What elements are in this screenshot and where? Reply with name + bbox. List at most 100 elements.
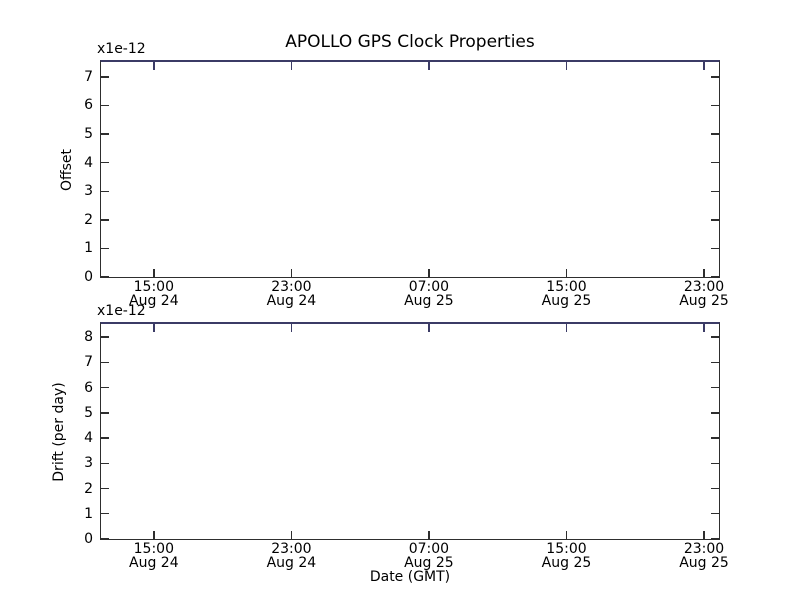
x-tick-date: Aug 25: [404, 555, 454, 571]
y-tick-mark: [101, 104, 109, 107]
x-tick-mark: [428, 324, 430, 332]
x-tick-mark: [565, 269, 568, 277]
x-tick-mark: [703, 531, 705, 539]
y-tick-mark: [101, 513, 109, 515]
y-tick-mark: [101, 386, 109, 389]
y-tick-mark: [711, 219, 719, 221]
y-tick-label: 5: [84, 404, 93, 421]
x-tick-time: 15:00: [546, 279, 587, 295]
y-tick-mark: [101, 276, 109, 278]
x-tick-label: 07:00 Aug 25: [404, 542, 454, 570]
x-tick-date: Aug 24: [266, 293, 317, 309]
x-tick-date: Aug 25: [541, 293, 592, 309]
y-tick-mark: [101, 190, 109, 192]
x-tick-mark: [565, 324, 568, 332]
x-tick-time: 23:00: [271, 541, 312, 557]
x-tick-time: 15:00: [546, 541, 587, 557]
x-tick-time: 23:00: [271, 279, 312, 295]
x-tick-date: Aug 25: [404, 293, 454, 309]
x-tick-date: Aug 25: [541, 555, 592, 571]
x-tick-mark: [290, 62, 293, 70]
y-tick-mark: [101, 462, 109, 464]
x-tick-mark: [153, 531, 155, 539]
y-tick-label: 1: [84, 240, 93, 257]
x-tick-mark: [290, 269, 293, 277]
y-tick-label: 7: [84, 354, 93, 371]
y-tick-mark: [711, 133, 719, 135]
y-tick-mark: [711, 487, 719, 490]
y-tick-mark: [711, 386, 719, 389]
x-tick-mark: [290, 324, 293, 332]
y-tick-label: 2: [84, 480, 93, 497]
x-tick-date: Aug 24: [266, 555, 317, 571]
y-tick-mark: [711, 462, 719, 464]
offset-subplot: x1e-12 Offset 0 1 2 3 4 5 6 7 15:00 Aug 24 23:00 Au…: [59, 41, 729, 308]
chart-title: APOLLO GPS Clock Properties: [285, 32, 535, 52]
y-tick-mark: [101, 437, 109, 439]
y-tick-mark: [101, 219, 109, 221]
x-tick-label: 15:00 Aug 25: [542, 280, 592, 308]
y-tick-mark: [711, 538, 719, 540]
x-tick-mark: [428, 269, 430, 277]
y-tick-mark: [711, 412, 719, 414]
y-tick-mark: [101, 336, 109, 338]
y-tick-mark: [711, 336, 719, 338]
y-tick-label: 8: [84, 329, 93, 346]
y-tick-mark: [711, 190, 719, 192]
drift-axis-scale-text: x1e-12: [97, 303, 146, 319]
y-tick-mark: [711, 76, 719, 78]
y-tick-label: 7: [84, 68, 93, 85]
x-tick-mark: [153, 62, 155, 70]
x-tick-label: 23:00 Aug 24: [267, 542, 317, 570]
x-tick-label: 23:00 Aug 24: [267, 280, 317, 308]
y-tick-mark: [101, 487, 109, 490]
y-tick-label: 5: [84, 126, 93, 143]
y-tick-label: 3: [84, 183, 93, 200]
x-tick-date: Aug 24: [129, 555, 179, 571]
x-tick-label: 07:00 Aug 25: [404, 280, 454, 308]
x-tick-label: 15:00 Aug 25: [542, 542, 592, 570]
x-tick-time: 23:00: [683, 279, 725, 295]
y-tick-mark: [101, 133, 109, 135]
x-tick-mark: [703, 269, 705, 277]
x-axis-label: Date (GMT): [369, 569, 451, 585]
x-tick-time: 15:00: [133, 279, 175, 295]
y-tick-label: 4: [84, 154, 93, 171]
x-tick-mark: [565, 62, 568, 70]
x-tick-label: 23:00 Aug 25: [679, 542, 729, 570]
y-tick-mark: [711, 276, 719, 278]
x-tick-mark: [565, 531, 568, 539]
x-tick-time: 23:00: [683, 541, 725, 557]
x-tick-mark: [290, 531, 293, 539]
y-tick-mark: [711, 104, 719, 107]
y-tick-mark: [711, 513, 719, 515]
x-tick-mark: [703, 62, 705, 70]
offset-axis-scale-text: x1e-12: [97, 41, 146, 57]
y-tick-mark: [101, 412, 109, 414]
y-tick-label: 2: [84, 211, 93, 228]
y-tick-mark: [101, 161, 109, 164]
x-tick-time: 15:00: [133, 541, 175, 557]
y-tick-label: 6: [84, 379, 93, 396]
x-tick-date: Aug 25: [679, 555, 729, 571]
y-tick-label: 4: [84, 430, 93, 447]
y-tick-mark: [101, 76, 109, 78]
x-tick-date: Aug 24: [129, 293, 179, 309]
x-tick-date: Aug 25: [679, 293, 729, 309]
x-tick-time: 07:00: [408, 279, 450, 295]
y-tick-mark: [711, 361, 719, 364]
x-tick-mark: [703, 324, 705, 332]
y-tick-mark: [711, 437, 719, 439]
y-tick-label: 3: [84, 455, 93, 472]
x-tick-mark: [428, 531, 430, 539]
y-tick-mark: [101, 247, 109, 250]
x-tick-mark: [428, 62, 430, 70]
y-tick-label: 0: [84, 531, 93, 547]
x-tick-label: 15:00 Aug 24: [129, 280, 179, 308]
y-tick-label: 0: [84, 269, 93, 285]
x-tick-label: 23:00 Aug 25: [679, 280, 729, 308]
y-tick-mark: [101, 538, 109, 540]
y-tick-label: 6: [84, 97, 93, 114]
